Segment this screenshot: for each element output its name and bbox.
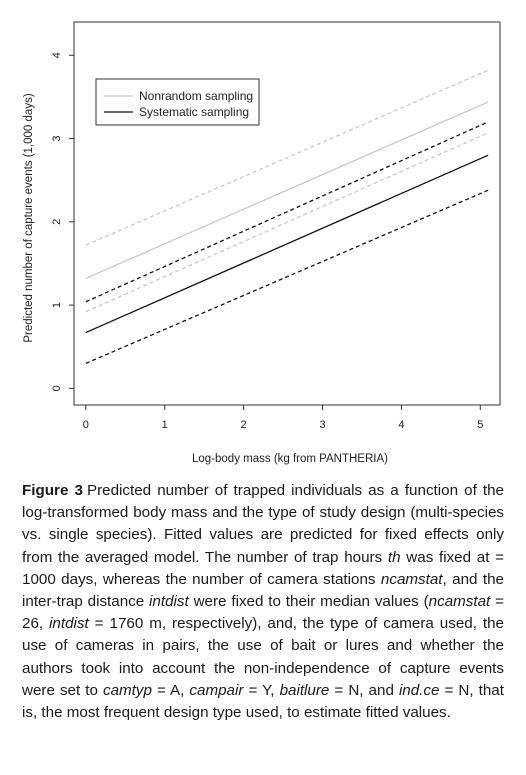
y-tick-label: 2 bbox=[51, 219, 63, 225]
caption-body: Predicted number of trapped individuals … bbox=[22, 482, 504, 721]
nonrandom-sampling-ci-upper bbox=[85, 69, 489, 246]
x-axis-label: Log-body mass (kg from PANTHERIA) bbox=[192, 453, 388, 465]
caption-text: = Y, bbox=[243, 681, 280, 699]
systematic-sampling-ci-lower bbox=[85, 189, 489, 364]
x-tick-label: 4 bbox=[398, 419, 404, 431]
figure-caption: Figure 3 Predicted number of trapped indi… bbox=[22, 480, 504, 724]
series-nonrandom-sampling bbox=[85, 69, 489, 313]
legend-box bbox=[95, 78, 260, 126]
caption-text: th bbox=[387, 548, 401, 566]
legend-label-nonrandom: Nonrandom sampling bbox=[139, 89, 253, 103]
caption-text: = 1760 m, respectively), and, the type o… bbox=[22, 615, 505, 699]
x-tick-label: 5 bbox=[477, 419, 483, 431]
caption-text: = N, and bbox=[329, 681, 399, 699]
x-tick-label: 2 bbox=[241, 419, 247, 431]
systematic-sampling-fit-line bbox=[85, 154, 489, 334]
caption-text: ncamstat bbox=[428, 593, 491, 611]
caption-text: Predicted number of trapped individuals … bbox=[22, 482, 504, 566]
x-tick-label: 1 bbox=[162, 419, 168, 431]
caption-text: camtyp bbox=[102, 681, 152, 699]
series-layer bbox=[85, 69, 489, 364]
caption-text: was fixed at = 1000 days, whereas the nu… bbox=[22, 548, 504, 588]
y-tick-label: 3 bbox=[51, 136, 63, 142]
series-systematic-sampling bbox=[85, 121, 489, 364]
y-tick-label: 4 bbox=[51, 52, 63, 58]
y-tick-label: 1 bbox=[51, 302, 63, 308]
y-axis-label: Predicted number of capture events (1,00… bbox=[23, 93, 35, 342]
caption-text: campair bbox=[189, 681, 244, 699]
caption-text: = A, bbox=[151, 681, 190, 699]
caption-text: , and the inter-trap distance bbox=[22, 570, 504, 611]
legend: Nonrandom sampling Systematic sampling bbox=[95, 78, 260, 126]
nonrandom-sampling-fit-line bbox=[85, 101, 489, 280]
y-tick-label: 0 bbox=[51, 385, 63, 391]
figure-label: Figure 3 bbox=[22, 482, 83, 499]
chart: 0 1 2 3 4 5 0 1 2 3 4 Nonrandom sampling Systemati… bbox=[23, 21, 501, 465]
caption-text: ncamstat bbox=[380, 570, 443, 588]
x-tick-label: 0 bbox=[83, 419, 89, 431]
caption-text: = 26, bbox=[22, 593, 504, 633]
caption-text: baitlure bbox=[279, 681, 330, 699]
caption-text: ind.ce bbox=[398, 681, 440, 699]
x-tick-label: 3 bbox=[319, 419, 325, 431]
nonrandom-sampling-ci-lower bbox=[85, 132, 489, 313]
legend-label-systematic: Systematic sampling bbox=[139, 105, 249, 119]
caption-text: intdist bbox=[149, 593, 189, 611]
plot-frame bbox=[73, 21, 501, 406]
systematic-sampling-ci-upper bbox=[85, 121, 489, 303]
caption-text: intdist bbox=[49, 615, 89, 633]
axes: 0 1 2 3 4 5 0 1 2 3 4 bbox=[51, 52, 483, 431]
caption-text: were fixed to their median values ( bbox=[188, 593, 429, 611]
caption-text: = N, that is, the most frequent design t… bbox=[22, 681, 504, 722]
